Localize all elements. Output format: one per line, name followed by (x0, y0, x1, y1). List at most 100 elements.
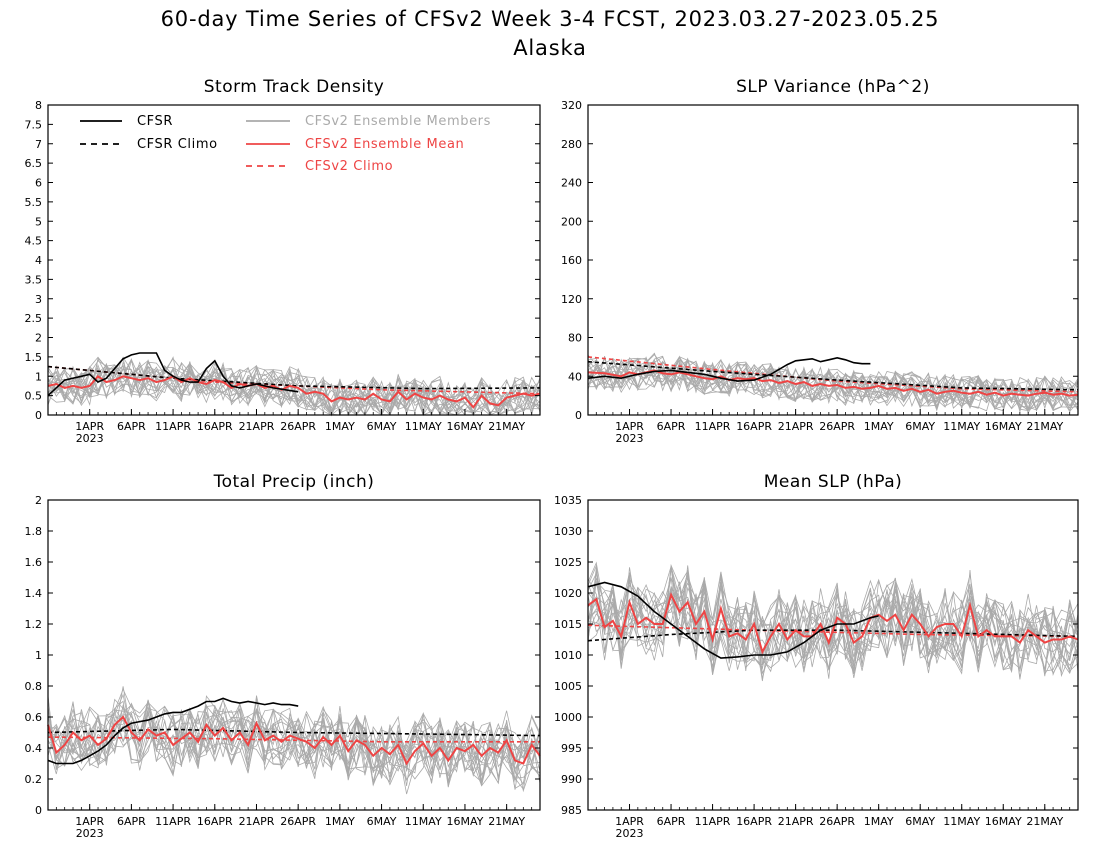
y-tick-label: 4 (35, 254, 42, 267)
x-tick-label: 6APR (657, 420, 686, 433)
legend-label: CFSR Climo (137, 137, 218, 152)
y-tick-label: 1005 (554, 680, 582, 693)
x-year-label: 2023 (616, 432, 644, 445)
y-tick-label: 3.5 (25, 273, 43, 286)
y-tick-label: 240 (561, 177, 582, 190)
series-cfsr-climo (47, 365, 541, 390)
y-tick-label: 0.2 (25, 773, 43, 786)
chart-legend: CFSR CFSR Climo CFSv2 Ensemble Members CFSv… (80, 114, 490, 174)
x-tick-label: 11MAY (943, 815, 980, 828)
x-tick-label: 21APR (239, 420, 275, 433)
y-tick-label: 1030 (554, 525, 582, 538)
panel-slp-variance: SLP Variance (hPa^2) 0 40 80 120 160 200 240 280… (561, 77, 1079, 445)
y-tick-label: 120 (561, 293, 582, 306)
x-tick-label: 16APR (736, 815, 772, 828)
ensemble-member-line (47, 706, 541, 795)
y-tick-label: 3 (35, 293, 42, 306)
y-tick-label: 0 (35, 804, 42, 817)
panel-title: Mean SLP (hPa) (764, 472, 903, 492)
y-tick-label: 990 (561, 773, 582, 786)
ensemble-member-line (47, 699, 541, 793)
x-tick-label: 6MAY (905, 815, 935, 828)
x-tick-label: 11APR (695, 420, 731, 433)
y-tick-label: 1.5 (25, 351, 43, 364)
y-tick-label: 320 (561, 99, 582, 112)
y-tick-label: 0.5 (25, 390, 43, 403)
ensemble-member-line (47, 356, 541, 417)
x-year-label: 2023 (76, 432, 104, 445)
y-tick-label: 7 (35, 138, 42, 151)
x-tick-label: 21APR (778, 420, 814, 433)
y-tick-label: 200 (561, 215, 582, 228)
x-tick-label: 26APR (280, 420, 316, 433)
x-tick-label: 1MAY (325, 420, 355, 433)
y-tick-label: 0.4 (25, 742, 43, 755)
y-tick-label: 7.5 (25, 118, 43, 131)
series-cfsr (47, 697, 299, 765)
x-tick-label: 1APR (615, 420, 644, 433)
y-tick-label: 1000 (554, 711, 582, 724)
x-tick-label: 16APR (736, 420, 772, 433)
ensemble-member-line (47, 359, 541, 416)
y-tick-label: 1020 (554, 587, 582, 600)
figure-title: 60-day Time Series of CFSv2 Week 3-4 FCS… (161, 7, 940, 31)
ensemble-member-line (587, 567, 1079, 671)
x-tick-label: 26APR (819, 815, 855, 828)
y-tick-label: 1.2 (25, 618, 43, 631)
ensemble-member-line (587, 580, 1079, 680)
x-tick-label: 1APR (75, 420, 104, 433)
y-tick-label: 6.5 (25, 157, 43, 170)
series-cfsv2-climo (587, 356, 1079, 393)
x-tick-label: 16MAY (447, 815, 484, 828)
x-tick-label: 11MAY (405, 815, 442, 828)
x-tick-label: 16APR (197, 815, 233, 828)
x-year-label: 2023 (616, 827, 644, 840)
y-tick-label: 4.5 (25, 235, 43, 248)
ensemble-member-line (47, 365, 541, 417)
panel-storm-track-density: Storm Track Density 0 0.5 1 1.5 2 2.5 3 3.5 4 4.5 5… (25, 77, 541, 445)
y-tick-label: 0 (575, 409, 582, 422)
legend-label: CFSv2 Ensemble Mean (305, 137, 464, 152)
series-cfsr (47, 352, 299, 397)
x-tick-label: 11MAY (943, 420, 980, 433)
ensemble-members (587, 352, 1079, 414)
ensemble-member-line (47, 358, 541, 416)
legend-label: CFSv2 Climo (305, 159, 393, 174)
y-tick-label: 1025 (554, 556, 582, 569)
x-tick-label: 21APR (778, 815, 814, 828)
y-tick-label: 40 (568, 370, 582, 383)
series-cfsr (587, 356, 871, 382)
x-tick-label: 6MAY (905, 420, 935, 433)
legend-item-cfsr-climo: CFSR Climo (80, 137, 218, 152)
y-tick-label: 1015 (554, 618, 582, 631)
y-tick-label: 985 (561, 804, 582, 817)
legend-item-cfsv2-climo: CFSv2 Climo (246, 159, 393, 174)
x-tick-label: 1MAY (325, 815, 355, 828)
x-tick-label: 6APR (657, 815, 686, 828)
ensemble-members (47, 686, 541, 795)
x-tick-label: 1APR (75, 815, 104, 828)
x-tick-label: 6MAY (367, 420, 397, 433)
y-tick-label: 2 (35, 332, 42, 345)
ensemble-member-line (47, 695, 541, 781)
ensemble-member-line (47, 357, 541, 417)
series-cfsv2-ensemble-mean (47, 374, 541, 409)
x-tick-label: 1MAY (864, 815, 894, 828)
x-tick-label: 11APR (155, 420, 191, 433)
series-cfsr-climo (587, 360, 1079, 391)
x-year-label: 2023 (76, 827, 104, 840)
series-cfsv2-ensemble-mean (47, 715, 541, 766)
series-cfsr-climo (47, 728, 541, 737)
y-tick-label: 1 (35, 649, 42, 662)
x-tick-label: 11APR (155, 815, 191, 828)
y-tick-label: 6 (35, 177, 42, 190)
legend-item-cfsr: CFSR (80, 114, 173, 129)
x-tick-label: 16MAY (447, 420, 484, 433)
ensemble-member-line (47, 365, 541, 417)
legend-label: CFSR (137, 114, 173, 129)
x-tick-label: 6APR (117, 420, 146, 433)
legend-item-cfsv2-ensemble-mean: CFSv2 Ensemble Mean (246, 137, 464, 152)
y-tick-label: 80 (568, 332, 582, 345)
y-tick-label: 1035 (554, 494, 582, 507)
ensemble-member-line (587, 572, 1079, 676)
